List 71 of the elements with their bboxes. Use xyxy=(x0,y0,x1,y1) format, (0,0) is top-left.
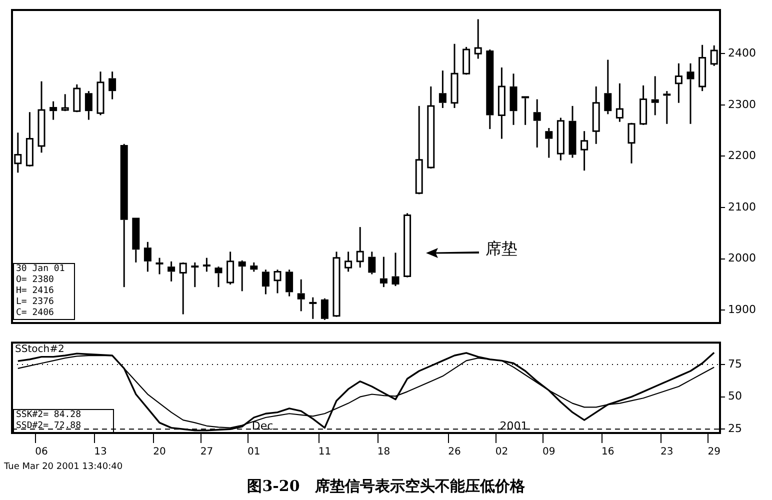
candlestick xyxy=(262,268,270,296)
candlestick xyxy=(368,250,376,276)
candlestick xyxy=(522,96,530,126)
candlestick xyxy=(674,62,682,104)
candlestick xyxy=(320,298,328,321)
text: Tue Mar 20 2001 13:40:40 xyxy=(4,462,123,472)
y-tick-label: 2300 xyxy=(728,98,756,111)
candlestick xyxy=(438,70,446,109)
candlestick xyxy=(84,90,92,121)
x-tick-label: 23 xyxy=(660,446,674,458)
x-tick-label: 06 xyxy=(35,446,48,458)
text: 图3-20 席垫信号表示空头不能压低价格 xyxy=(246,477,526,496)
annotation: SStoch#2 xyxy=(15,344,64,355)
candlestick xyxy=(592,86,600,145)
candlestick xyxy=(214,266,222,288)
x-tick-label: 02 xyxy=(495,446,508,458)
candlestick xyxy=(14,132,22,174)
candlestick xyxy=(380,256,388,288)
candlestick xyxy=(191,262,199,288)
candlestick xyxy=(168,260,176,282)
annotation: SSD#2= 72.88 xyxy=(16,421,82,432)
x-tick-label: 09 xyxy=(542,446,556,458)
annotation: 30 Jan 01 xyxy=(16,264,66,275)
candlestick xyxy=(533,98,541,148)
x-tick-label: 26 xyxy=(448,446,461,458)
y-tick-label: 2200 xyxy=(728,149,756,162)
x-tick-label: 13 xyxy=(94,446,107,458)
candlestick xyxy=(144,241,152,272)
x-tick-label: 11 xyxy=(318,446,332,458)
y-tick-label: 2400 xyxy=(728,46,756,60)
annotation: 席垫 xyxy=(485,238,518,260)
annotation: H= 2416 xyxy=(16,286,55,297)
x-tick-label: 20 xyxy=(153,446,166,458)
candlestick xyxy=(486,48,494,130)
candlestick xyxy=(686,62,694,125)
candlestick xyxy=(580,130,588,172)
candlestick xyxy=(604,59,612,115)
x-tick-label: 29 xyxy=(708,446,720,458)
candlestick xyxy=(50,100,58,121)
annotation: O= 2380 xyxy=(16,275,55,286)
x-tick-label: 18 xyxy=(377,446,390,458)
y-tick-label: 2100 xyxy=(728,200,756,214)
candlestick xyxy=(238,260,246,292)
candlestick xyxy=(132,218,140,264)
annotation: Dec xyxy=(252,419,274,432)
candlestick xyxy=(108,70,116,100)
candlestick xyxy=(38,80,46,154)
candlestick xyxy=(309,296,317,320)
x-tick-label: 16 xyxy=(602,446,614,458)
candlestick xyxy=(545,127,553,159)
y-tick-label: 50 xyxy=(728,390,742,403)
candlestick xyxy=(297,278,305,312)
candlestick xyxy=(286,268,294,298)
candlestick xyxy=(250,262,258,272)
candlestick xyxy=(651,75,659,116)
y-tick-label: 25 xyxy=(728,422,742,435)
annotation: SSK#2= 84.28 xyxy=(16,410,82,421)
annotation: L= 2376 xyxy=(16,297,55,308)
candlestick xyxy=(392,252,400,287)
candlestick xyxy=(498,66,506,140)
y-tick-label: 1900 xyxy=(728,303,756,316)
candlestick xyxy=(510,72,518,126)
y-tick-label: 2000 xyxy=(728,252,756,265)
candlestick xyxy=(120,143,128,288)
annotation: C= 2406 xyxy=(16,308,55,319)
x-tick-label: 01 xyxy=(248,446,260,458)
y-tick-label: 75 xyxy=(728,357,742,370)
candlestick xyxy=(156,257,164,276)
x-tick-label: 27 xyxy=(200,446,214,458)
candlestick xyxy=(568,105,576,159)
candlestick xyxy=(663,90,671,125)
